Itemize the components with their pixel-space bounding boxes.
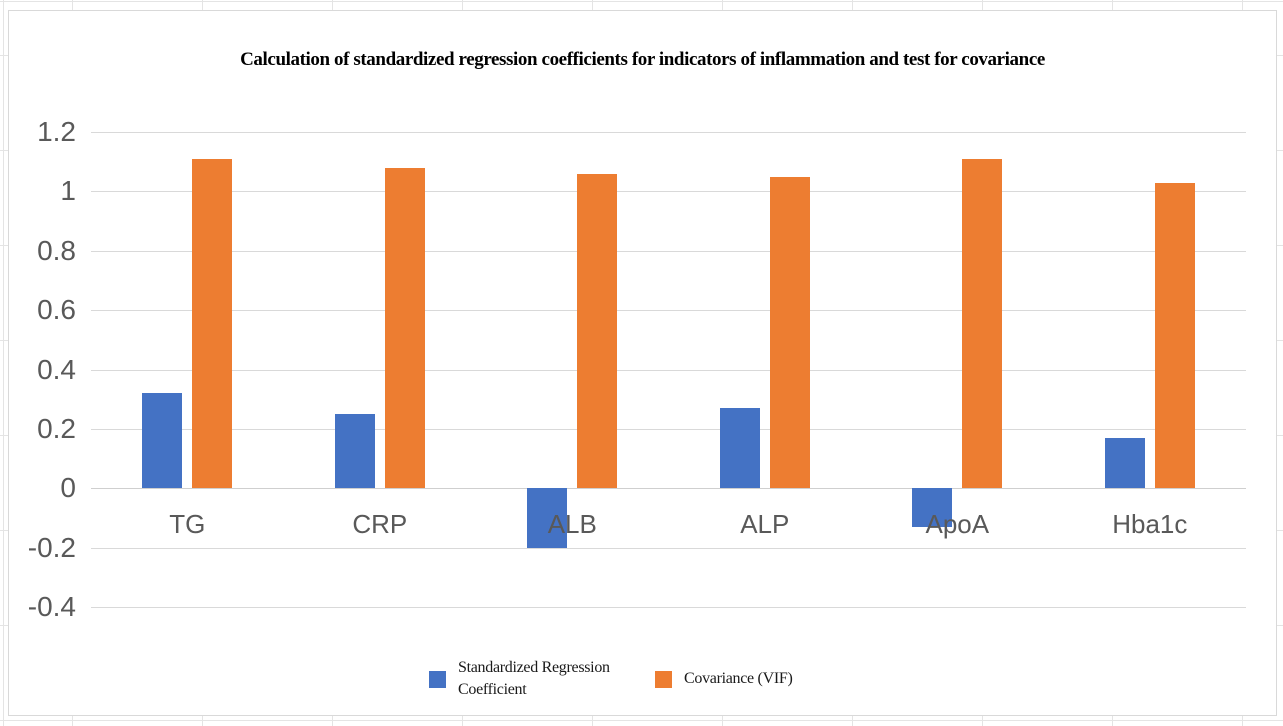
plot-area: TG CRP ALB ALP ApoA Hba1c [91, 132, 1246, 608]
bar-apoa-regression-coefficient [912, 488, 953, 527]
legend-item-covariance-vif: Covariance (VIF) [655, 668, 793, 690]
legend-swatch-icon [655, 670, 672, 688]
chart-title: Calculation of standardized regression c… [240, 49, 1045, 70]
bar-hba1c-covariance-vif [1154, 182, 1195, 489]
legend-item-regression-coefficient: Standardized Regression Coefficient [429, 657, 623, 701]
y-tick-label-1.2: 1.2 [37, 116, 76, 147]
y-tick-label-1: 1 [60, 175, 76, 207]
category-label-hba1c: Hba1c [1112, 509, 1188, 540]
gridline-1 [91, 191, 1246, 193]
bar-apoa-covariance-vif [962, 158, 1003, 489]
y-axis-labels: 1.2 1 0.8 0.6 0.4 0.2 0 -0.2 -0.4 [9, 117, 76, 622]
category-label-alp: ALP [740, 509, 790, 540]
bar-alb-regression-coefficient [527, 488, 568, 548]
category-label-alb: ALB [547, 509, 597, 540]
gridline-0.8 [91, 250, 1246, 252]
y-tick-label-0.6: 0.6 [37, 294, 76, 326]
bar-tg-covariance-vif [192, 158, 233, 489]
bar-tg-regression-coefficient [142, 393, 183, 489]
gridline-0.6 [91, 310, 1246, 312]
gridline-0 [91, 488, 1246, 490]
y-tick-label--0.2: -0.2 [27, 531, 76, 563]
gridline-0.2 [91, 428, 1246, 430]
y-tick-label-0: 0 [60, 472, 76, 504]
category-label-apoa: ApoA [925, 509, 990, 540]
y-tick-label-0.2: 0.2 [37, 412, 76, 444]
spreadsheet-column-line [3, 0, 4, 726]
bar-alb-covariance-vif [577, 173, 618, 489]
y-tick-label-0.8: 0.8 [37, 234, 76, 266]
bar-alp-covariance-vif [769, 176, 810, 489]
legend-label: Covariance (VIF) [684, 670, 793, 687]
legend-swatch-icon [429, 670, 446, 688]
category-label-tg: TG [169, 509, 206, 540]
legend: Standardized Regression Coefficient Covar… [429, 657, 793, 701]
bar-crp-regression-coefficient [334, 414, 375, 489]
y-tick-label--0.4: -0.4 [27, 591, 76, 622]
y-tick-label-0.4: 0.4 [37, 353, 76, 385]
gridline--0.2 [91, 547, 1246, 549]
category-label-crp: CRP [352, 509, 408, 540]
bar-crp-covariance-vif [384, 167, 425, 489]
gridline-0.4 [91, 369, 1246, 371]
spreadsheet-row-line [0, 1, 1283, 2]
chart-panel: Calculation of standardized regression c… [8, 10, 1277, 716]
bar-alp-regression-coefficient [719, 408, 760, 489]
gridline-1.2 [91, 132, 1246, 133]
bar-hba1c-regression-coefficient [1104, 437, 1145, 489]
gridline--0.4 [91, 607, 1246, 608]
legend-label: Standardized Regression Coefficient [458, 659, 610, 698]
